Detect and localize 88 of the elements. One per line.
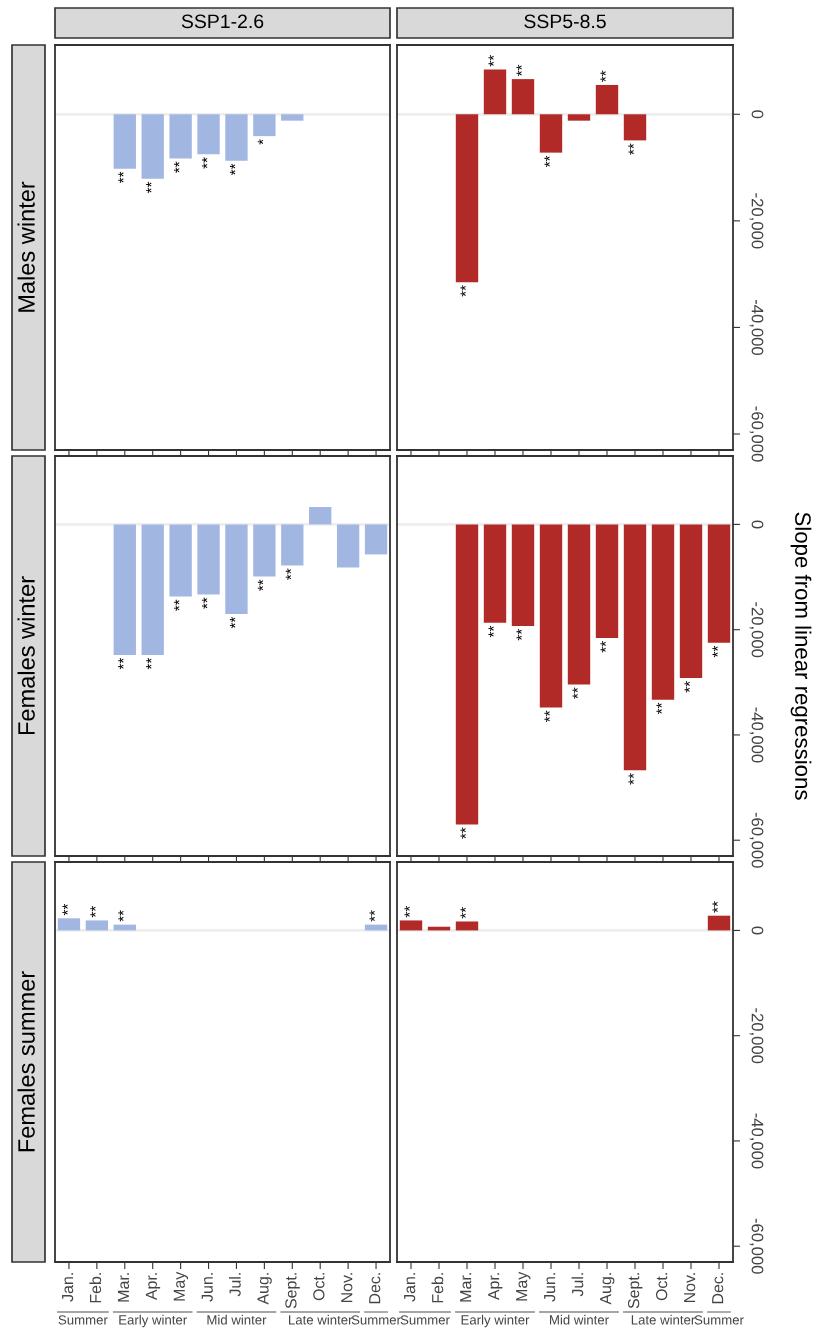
- annotation: **: [712, 901, 718, 913]
- y-axis-title: Females summer: [17, 971, 35, 1152]
- annotation: **: [285, 568, 292, 580]
- annotation: **: [544, 155, 550, 168]
- text: Summer: [400, 1315, 450, 1325]
- y-tick-label: 0: [751, 520, 764, 529]
- y-tick-label: -60,000: [749, 406, 764, 462]
- text: Summer: [694, 1315, 744, 1325]
- x-tick-label: Sept.: [627, 1273, 643, 1309]
- annotation: **: [174, 599, 180, 611]
- x-tick-label: Mar.: [460, 1273, 472, 1302]
- annotation: **: [600, 641, 606, 653]
- y-tick-label: -20,000: [749, 602, 764, 658]
- x-tick-label: Dec.: [712, 1273, 724, 1304]
- text: Late winter: [289, 1314, 353, 1325]
- annotation: **: [201, 157, 208, 169]
- annotation: **: [600, 70, 606, 82]
- x-tick-label: Jan.: [404, 1273, 416, 1302]
- x-tick-label: Oct.: [655, 1273, 668, 1301]
- annotation: **: [404, 905, 410, 918]
- x-tick-label: Oct.: [313, 1273, 325, 1301]
- x-tick-label: Apr.: [145, 1273, 161, 1301]
- y-tick-label: -20,000: [749, 1008, 764, 1064]
- annotation: **: [118, 910, 124, 922]
- annotation: **: [369, 910, 375, 922]
- x-tick-label: Jul.: [571, 1273, 584, 1297]
- x-tick-label: Sept.: [285, 1273, 300, 1309]
- x-tick-label: Aug.: [257, 1273, 272, 1305]
- x-tick-label: Nov.: [684, 1273, 696, 1303]
- text: Mid winter: [207, 1314, 267, 1325]
- text: Summer: [58, 1315, 108, 1325]
- annotation: **: [460, 907, 466, 919]
- y-tick-label: -40,000: [749, 299, 764, 356]
- y-tick-label: -40,000: [749, 1113, 764, 1169]
- annotation: **: [257, 579, 264, 591]
- y-tick-label: 0: [751, 926, 764, 935]
- y-tick-label: -60,000: [749, 812, 764, 868]
- annotation: **: [488, 625, 494, 638]
- x-tick-label: Feb.: [89, 1273, 102, 1303]
- x-tick-label: Jun.: [201, 1273, 213, 1302]
- annotation: **: [146, 181, 152, 194]
- text: Mid winter: [550, 1314, 609, 1325]
- x-tick-label: Nov.: [341, 1273, 353, 1303]
- annotation: **: [460, 285, 466, 297]
- x-tick-label: Mar.: [117, 1273, 130, 1302]
- chart-title: SSP1-2.6: [181, 14, 264, 29]
- annotation: **: [516, 629, 522, 641]
- annotation: **: [712, 645, 718, 658]
- annotation: **: [118, 171, 124, 184]
- text: Early winter: [461, 1314, 530, 1328]
- annotation: **: [628, 143, 634, 155]
- annotation: **: [516, 64, 522, 77]
- annotation: **: [201, 597, 208, 609]
- text: Late winter: [631, 1314, 696, 1325]
- annotation: **: [146, 657, 152, 670]
- annotation: **: [656, 702, 662, 715]
- y-tick-label: 0: [751, 110, 764, 119]
- y-axis-title: Slope from linear regressions: [790, 512, 812, 800]
- y-tick-label: -20,000: [749, 193, 764, 249]
- x-tick-label: Dec.: [369, 1273, 381, 1304]
- x-tick-label: May: [173, 1271, 189, 1301]
- x-tick-label: Apr.: [488, 1273, 503, 1301]
- x-tick-label: Jan.: [62, 1273, 74, 1302]
- annotation: **: [229, 163, 236, 176]
- annotation: **: [684, 681, 690, 693]
- text: Summer: [351, 1315, 401, 1325]
- y-axis-title: Males winter: [17, 181, 35, 312]
- x-tick-label: May: [516, 1271, 531, 1301]
- x-tick-label: Aug.: [600, 1273, 615, 1305]
- annotation: **: [229, 616, 236, 629]
- text: Early winter: [119, 1314, 187, 1328]
- annotation: **: [62, 903, 68, 916]
- annotation: **: [118, 657, 124, 670]
- annotation: **: [460, 827, 466, 839]
- x-tick-label: Jun.: [544, 1273, 556, 1302]
- annotation: **: [174, 161, 180, 173]
- y-tick-label: -40,000: [749, 707, 764, 763]
- annotation: **: [488, 55, 494, 67]
- annotation: *: [257, 139, 264, 145]
- y-axis-title: Females winter: [17, 576, 35, 735]
- x-tick-label: Jul.: [229, 1273, 241, 1297]
- annotation: **: [628, 773, 634, 785]
- annotation: **: [90, 905, 96, 918]
- y-tick-label: -60,000: [749, 1218, 764, 1274]
- x-tick-label: Feb.: [431, 1273, 444, 1303]
- chart-title: SSP5-8.5: [524, 14, 606, 29]
- annotation: **: [572, 687, 578, 699]
- annotation: **: [544, 710, 550, 722]
